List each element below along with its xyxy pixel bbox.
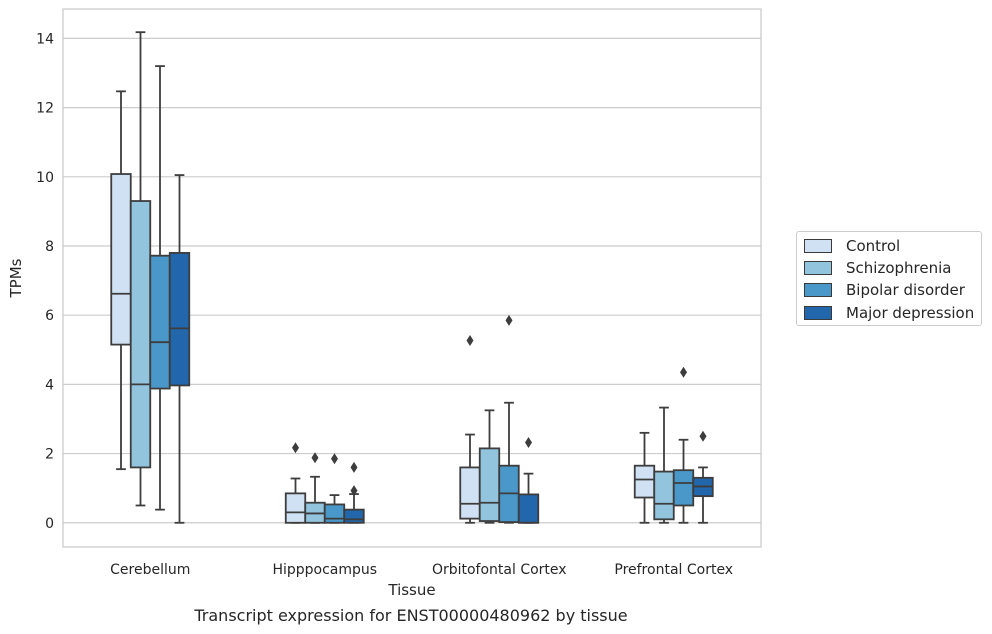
box-bipolar-disorder-hipppocampus <box>323 453 346 524</box>
outlier-point <box>350 485 358 497</box>
y-tick-label-14: 14 <box>36 31 54 47</box>
box-control-cerebellum <box>110 90 132 471</box>
y-tick-label-0: 0 <box>45 516 54 532</box>
outlier-point <box>311 452 319 464</box>
legend-item-control: Control <box>804 237 900 255</box>
x-axis-label: Tissue <box>387 581 435 599</box>
outlier-point <box>331 453 338 465</box>
outlier-point <box>350 461 358 473</box>
box-major-depression-prefrontal-cortex <box>692 430 714 524</box>
y-tick-label-2: 2 <box>45 447 54 463</box>
box-iqr <box>459 466 481 520</box>
box-iqr <box>672 469 695 507</box>
box-major-depression-hipppocampus <box>343 461 365 524</box>
legend-swatch-bipolar-disorder <box>804 283 832 297</box>
y-tick-label-10: 10 <box>36 170 54 186</box>
box-major-depression-orbitofontal-cortex <box>517 437 540 524</box>
legend-swatch-major-depression <box>804 306 832 320</box>
legend-item-major-depression: Major depression <box>804 304 974 322</box>
boxes <box>110 31 714 524</box>
box-schizophrenia-hipppocampus <box>304 452 326 524</box>
box-control-prefrontal-cortex <box>633 431 656 524</box>
box-bipolar-disorder-prefrontal-cortex <box>672 366 695 524</box>
x-tick-label-prefrontal-cortex: Prefrontal Cortex <box>614 562 733 578</box>
box-iqr <box>343 508 365 524</box>
box-iqr <box>517 493 540 524</box>
legend-swatch-schizophrenia <box>804 261 832 275</box>
box-iqr <box>149 254 171 390</box>
box-schizophrenia-cerebellum <box>129 31 152 507</box>
x-tick-label-hipppocampus: Hipppocampus <box>272 562 377 578</box>
outlier-point <box>699 430 707 442</box>
legend-label-control: Control <box>846 237 901 255</box>
y-tick-label-4: 4 <box>45 377 54 393</box>
x-tick-label-orbitofontal-cortex: Orbitofontal Cortex <box>432 562 567 578</box>
legend-swatch-control <box>804 239 832 253</box>
box-control-orbitofontal-cortex <box>459 334 481 524</box>
y-tick-label-12: 12 <box>36 101 54 117</box>
y-tick-label-6: 6 <box>45 308 54 324</box>
outlier-point <box>680 366 687 378</box>
legend: Control Schizophrenia Bipolar disorder M… <box>796 231 982 326</box>
box-iqr <box>168 252 191 387</box>
box-iqr <box>633 464 656 499</box>
box-schizophrenia-orbitofontal-cortex <box>478 409 501 524</box>
y-axis-label: TPMs <box>7 258 25 298</box>
box-schizophrenia-prefrontal-cortex <box>653 406 675 524</box>
box-iqr <box>129 200 152 469</box>
legend-label-bipolar-disorder: Bipolar disorder <box>846 281 965 299</box>
box-iqr <box>478 447 501 522</box>
box-major-depression-cerebellum <box>168 174 191 524</box>
outlier-point <box>466 334 474 346</box>
y-tick-label-8: 8 <box>45 239 54 255</box>
box-iqr <box>653 470 675 521</box>
tick-labels: 0 2 4 6 8 10 12 14 Cerebellum Hipppocampus Orbitof… <box>36 31 733 578</box>
x-tick-label-cerebellum: Cerebellum <box>110 562 190 578</box>
box-iqr <box>323 503 346 524</box>
outlier-point <box>525 437 532 449</box>
legend-item-schizophrenia: Schizophrenia <box>804 259 951 277</box>
plot-frame <box>62 8 762 548</box>
outlier-point <box>292 442 299 454</box>
legend-label-major-depression: Major depression <box>846 304 975 322</box>
box-iqr <box>284 492 307 524</box>
outlier-point <box>505 314 513 326</box>
box-control-hipppocampus <box>284 442 307 524</box>
box-bipolar-disorder-cerebellum <box>149 65 171 511</box>
legend-item-bipolar-disorder: Bipolar disorder <box>804 281 965 299</box>
box-bipolar-disorder-orbitofontal-cortex <box>498 314 520 524</box>
box-iqr <box>110 173 132 346</box>
legend-label-schizophrenia: Schizophrenia <box>846 259 952 277</box>
chart-caption: Transcript expression for ENST0000048096… <box>194 606 628 625</box>
